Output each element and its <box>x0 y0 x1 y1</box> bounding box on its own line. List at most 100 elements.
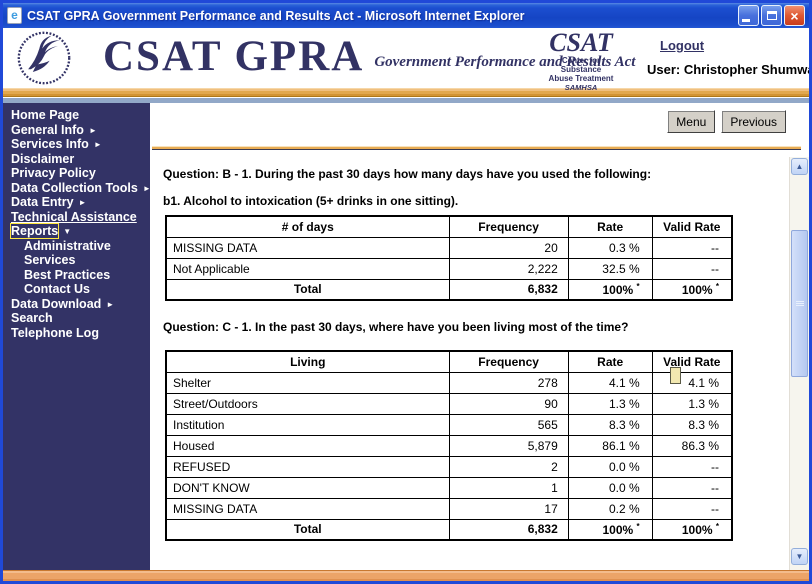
table-cell: Shelter <box>165 371 450 394</box>
maximize-button[interactable] <box>761 5 782 26</box>
sidebar-item-data-download[interactable]: Data Download ► <box>11 297 150 312</box>
column-header: # of days <box>165 215 450 238</box>
sidebar-item-label: Services Info <box>11 137 89 151</box>
table-header-row: Living Frequency Rate Valid Rate <box>165 350 733 373</box>
chevron-right-icon: ► <box>142 183 151 193</box>
csat-samhsa-logo: CSAT Center for Substance Abuse Treatmen… <box>541 30 621 93</box>
table-row: Total 6,832 100% * 100% * <box>165 278 733 301</box>
table-cell: 0.0 % <box>567 476 653 499</box>
sidebar-item-contact-us[interactable]: Contact Us <box>11 282 150 297</box>
column-header: Living <box>165 350 450 373</box>
user-label: User: Christopher Shumway <box>647 62 812 77</box>
window-title: CSAT GPRA Government Performance and Res… <box>27 8 525 23</box>
csat-logo-line1: Center for Substance <box>560 56 602 74</box>
sidebar-item-label: Privacy Policy <box>11 166 96 180</box>
logout-link[interactable]: Logout <box>660 38 705 53</box>
csat-logo-acronym: CSAT <box>549 28 613 57</box>
table-cell: 20 <box>448 236 569 259</box>
table-cell: MISSING DATA <box>165 497 450 520</box>
table-cell: Total <box>165 278 450 301</box>
table-header-row: # of days Frequency Rate Valid Rate <box>165 215 733 238</box>
sidebar-item-general-info[interactable]: General Info ► <box>11 123 150 138</box>
table-cell: 0.0 % <box>567 455 653 478</box>
internet-explorer-icon: e <box>7 7 22 24</box>
table-row: Total 6,832 100% * 100% * <box>165 518 733 541</box>
footnote-marker: * <box>636 521 640 531</box>
table-row: Housed 5,879 86.1 % 86.3 % <box>165 434 733 457</box>
table-cell: 86.1 % <box>567 434 653 457</box>
column-header: Frequency <box>448 350 569 373</box>
sidebar-item-services-info[interactable]: Services Info ► <box>11 137 150 152</box>
chevron-right-icon: ► <box>78 198 87 207</box>
table-cell: 4.1 % <box>567 371 653 394</box>
csat-gpra-logo-title: CSAT GPRA <box>103 33 365 80</box>
question-b-line1: Question: B - 1. During the past 30 days… <box>163 167 652 181</box>
sidebar-item-administrative[interactable]: Administrative <box>11 239 150 254</box>
question-b-line2: b1. Alcohol to intoxication (5+ drinks i… <box>163 194 459 208</box>
sidebar-menu: Home Page General Info ► Services Info ► Disc… <box>3 103 151 570</box>
sidebar-item-services[interactable]: Services <box>11 253 150 268</box>
table-cell: 8.3 % <box>567 413 653 436</box>
menu-button[interactable]: Menu <box>667 110 716 133</box>
sidebar-item-telephone-log[interactable]: Telephone Log <box>11 326 150 341</box>
csat-logo-line2: Abuse Treatment <box>548 74 614 83</box>
table-row: DON'T KNOW 1 0.0 % -- <box>165 476 733 499</box>
table-cell: -- <box>651 236 733 259</box>
sidebar-item-data-entry[interactable]: Data Entry ► <box>11 195 150 210</box>
table-row: REFUSED 2 0.0 % -- <box>165 455 733 478</box>
table-cell: 6,832 <box>448 518 569 541</box>
table-cell: MISSING DATA <box>165 236 450 259</box>
table-cell: 1.3 % <box>567 392 653 415</box>
maximize-icon <box>766 11 777 20</box>
question-b-table: # of days Frequency Rate Valid Rate MISSING … <box>165 215 733 301</box>
table-cell: 100% * <box>651 518 733 541</box>
header-divider-stripes <box>3 88 809 103</box>
vertical-scrollbar[interactable]: ▲ ▼ <box>789 157 809 570</box>
footnote-marker: * <box>715 281 719 291</box>
sidebar-item-label: Technical Assistance <box>11 209 137 224</box>
table-cell: 1 <box>448 476 569 499</box>
scroll-up-button[interactable]: ▲ <box>791 158 808 175</box>
scroll-down-button[interactable]: ▼ <box>791 548 808 565</box>
table-cell: 0.2 % <box>567 497 653 520</box>
hhs-logo <box>16 30 72 91</box>
close-button[interactable]: × <box>784 5 805 26</box>
minimize-button[interactable] <box>738 5 759 26</box>
highlight-marker <box>670 367 681 384</box>
minimize-icon <box>742 18 750 22</box>
sidebar-item-technical-assistance[interactable]: Technical Assistance <box>11 210 150 225</box>
table-cell: -- <box>651 455 733 478</box>
sidebar-item-label: Best Practices <box>24 267 111 282</box>
table-cell: 32.5 % <box>567 257 653 280</box>
table-cell: 565 <box>448 413 569 436</box>
sidebar-item-label: Disclaimer <box>11 151 75 166</box>
sidebar-item-label: Data Collection Tools <box>11 180 138 195</box>
table-row: MISSING DATA 20 0.3 % -- <box>165 236 733 259</box>
sidebar-item-disclaimer[interactable]: Disclaimer <box>11 152 150 167</box>
sidebar-item-data-collection-tools[interactable]: Data Collection Tools ► <box>11 180 151 196</box>
sidebar-item-best-practices[interactable]: Best Practices <box>11 268 150 283</box>
table-cell: 100% * <box>567 278 653 301</box>
previous-button[interactable]: Previous <box>721 110 786 133</box>
table-cell: DON'T KNOW <box>165 476 450 499</box>
sidebar-item-search[interactable]: Search <box>11 311 150 326</box>
table-cell: 1.3 % <box>651 392 733 415</box>
table-cell: 90 <box>448 392 569 415</box>
table-row: Street/Outdoors 90 1.3 % 1.3 % <box>165 392 733 415</box>
table-cell: 17 <box>448 497 569 520</box>
title-bar[interactable]: e CSAT GPRA Government Performance and R… <box>3 3 809 28</box>
table-cell: 2 <box>448 455 569 478</box>
sidebar-item-privacy-policy[interactable]: Privacy Policy <box>11 166 150 181</box>
page-header: CSAT GPRA Government Performance and Res… <box>3 28 812 92</box>
scrollbar-thumb[interactable] <box>791 230 808 377</box>
sidebar-item-label: Search <box>11 311 53 325</box>
main-content: Menu Previous Question: B - 1. During th… <box>150 103 809 570</box>
table-cell: 86.3 % <box>651 434 733 457</box>
column-header: Valid Rate <box>651 350 733 373</box>
sidebar-item-home-page[interactable]: Home Page <box>11 108 150 123</box>
table-cell: REFUSED <box>165 455 450 478</box>
sidebar-item-reports[interactable]: Reports ▼ <box>9 223 150 239</box>
table-row: Institution 565 8.3 % 8.3 % <box>165 413 733 436</box>
column-header: Frequency <box>448 215 569 238</box>
sidebar-item-label: Reports <box>9 223 60 239</box>
